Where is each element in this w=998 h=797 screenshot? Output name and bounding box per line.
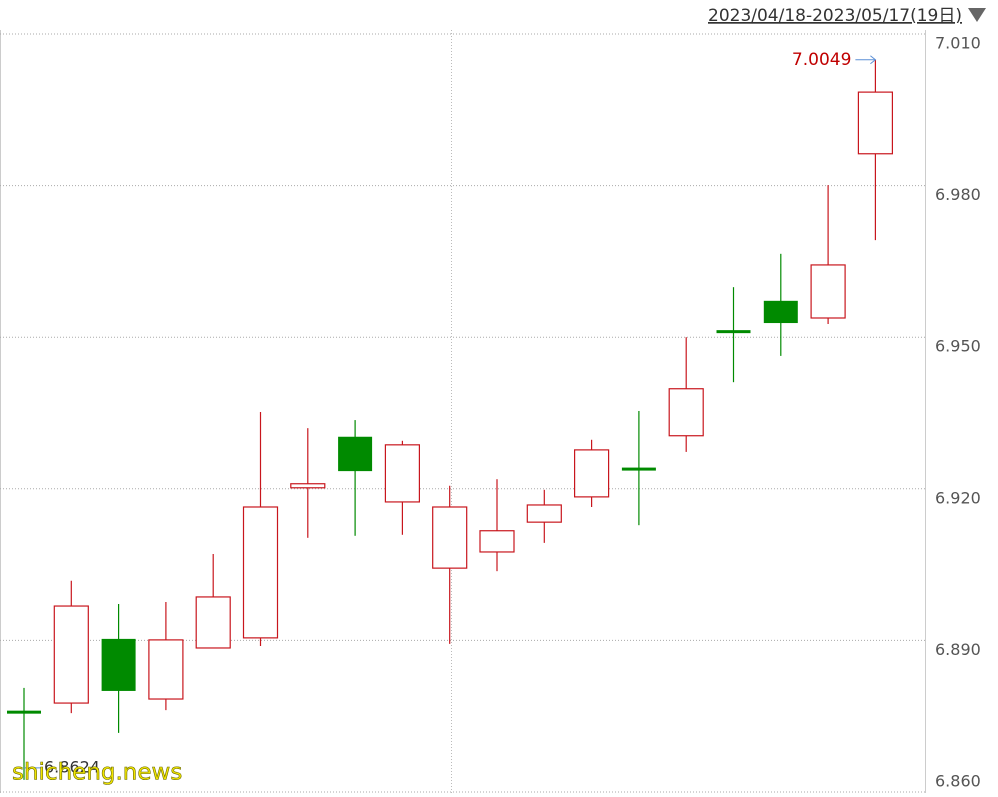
candle-body-up: [810, 264, 846, 319]
candle-body-up: [148, 639, 184, 700]
y-tick-label: 6.890: [935, 640, 981, 659]
candle-body-down: [7, 710, 41, 714]
candle-body-up: [242, 506, 279, 639]
min-label: 6.8624: [44, 757, 100, 776]
candle-body-up: [479, 530, 515, 553]
plot-area: 6.860 6.890 6.920 6.950 6.980 7.010 7.0049 6.86…: [0, 33, 981, 793]
candle-body-down: [716, 330, 751, 334]
candle-body-up: [573, 449, 610, 498]
y-tick-label: 6.950: [935, 337, 981, 356]
y-tick-label: 7.010: [935, 34, 981, 53]
candle-body-down: [763, 300, 798, 324]
candle-body-up: [857, 91, 894, 155]
candle-body-up: [195, 596, 231, 649]
date-range[interactable]: 2023/04/18-2023/05/17(19日): [708, 6, 962, 26]
candle-body-down: [621, 467, 656, 471]
dropdown-arrow[interactable]: [968, 8, 986, 22]
y-tick-label: 6.980: [935, 185, 981, 204]
max-label: 7.0049: [792, 50, 851, 70]
y-tick-label: 6.920: [935, 488, 981, 507]
watermark: shicheng.news: [12, 760, 182, 786]
candle-body-up: [53, 605, 89, 704]
max-pointer-head: [870, 55, 877, 65]
candle-body-up: [432, 506, 468, 569]
candle-body-up: [384, 444, 420, 503]
y-tick-label: 6.860: [935, 772, 981, 791]
candle-body-down: [101, 638, 136, 691]
candle-body-up: [668, 388, 704, 437]
candle-body-up: [290, 483, 326, 489]
candle-body-up: [526, 504, 562, 523]
candle-body-down: [338, 436, 373, 472]
